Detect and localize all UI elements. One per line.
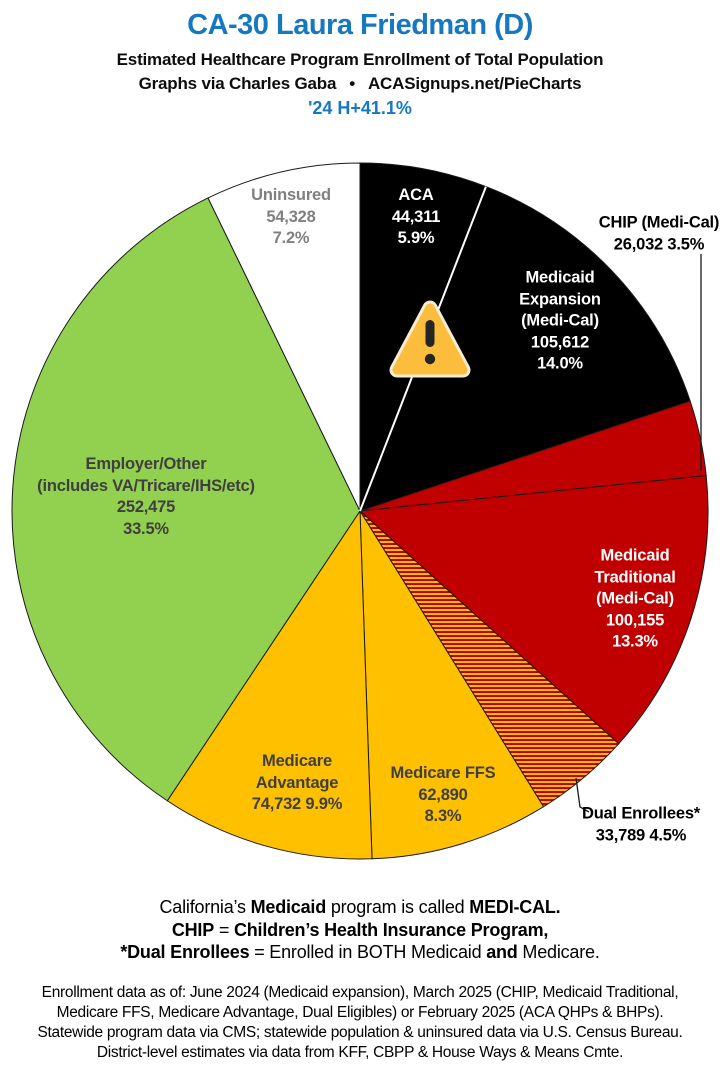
pie-slice [11, 197, 361, 802]
pie-slice [207, 162, 361, 512]
pie-slices [11, 162, 709, 860]
pie-slice [166, 509, 373, 860]
note-dual: *Dual Enrollees = Enrolled in BOTH Medic… [120, 942, 600, 962]
pie-slice [358, 475, 709, 745]
chart-subtitle: Estimated Healthcare Program Enrollment … [116, 50, 604, 69]
credit-site: ACASignups.net/PieCharts [367, 74, 582, 93]
note-chip: CHIP = Children’s Health Insurance Progr… [171, 920, 549, 940]
growth-stat: '24 H+41.1% [308, 98, 412, 118]
leader-line [575, 777, 590, 813]
pie-slice [359, 185, 691, 512]
note-medical: California’s Medicaid program is called … [159, 897, 561, 917]
credit-author: Graphs via Charles Gaba [138, 74, 337, 93]
credit-line: Graphs via Charles Gaba • ACASignups.net… [0, 74, 720, 94]
warning-icon [389, 300, 471, 378]
page-title: CA-30 Laura Friedman (D) [187, 9, 533, 41]
bullet-separator: • [349, 74, 355, 93]
data-sources-disclaimer: Enrollment data as of: June 2024 (Medica… [37, 984, 683, 1061]
pie-slice [359, 509, 545, 860]
